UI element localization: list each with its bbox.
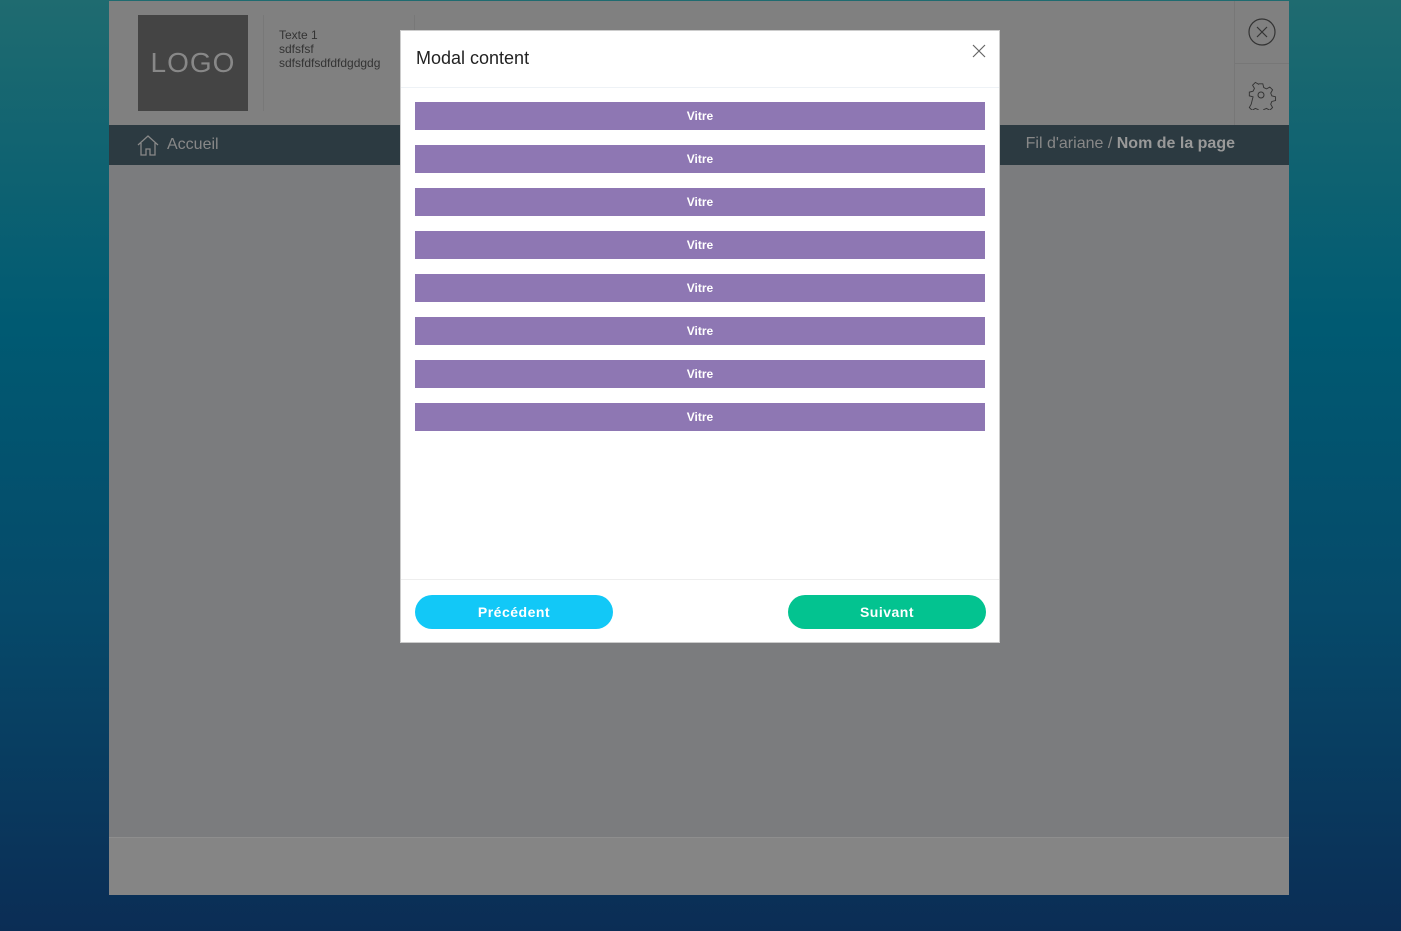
list-item[interactable]: Vitre xyxy=(415,102,985,130)
breadcrumb-link[interactable]: Fil d'ariane xyxy=(1025,135,1104,152)
home-icon xyxy=(137,135,159,156)
list-item[interactable]: Vitre xyxy=(415,231,985,259)
settings-button[interactable] xyxy=(1234,63,1289,125)
header-text-line: sdfsfsf xyxy=(279,42,314,56)
list-item[interactable]: Vitre xyxy=(415,188,985,216)
modal-title: Modal content xyxy=(416,48,530,68)
home-link[interactable]: Accueil xyxy=(137,134,219,156)
list-item[interactable]: Vitre xyxy=(415,360,985,388)
item-list: Vitre Vitre Vitre Vitre Vitre Vitre Vitr… xyxy=(401,88,999,431)
logo: LOGO xyxy=(138,15,248,111)
footer xyxy=(109,837,1289,895)
divider xyxy=(263,15,264,111)
list-item[interactable]: Vitre xyxy=(415,317,985,345)
modal-footer: Précédent Suivant xyxy=(401,579,999,643)
gear-icon xyxy=(1248,81,1277,110)
previous-button[interactable]: Précédent xyxy=(415,595,613,629)
close-circle-icon xyxy=(1248,18,1276,46)
list-item[interactable]: Vitre xyxy=(415,274,985,302)
close-icon[interactable] xyxy=(971,43,987,59)
breadcrumb: Fil d'ariane / Nom de la page xyxy=(1026,135,1235,153)
header-text-line: sdfsfdfsdfdfdgdgdg xyxy=(279,56,381,70)
list-item[interactable]: Vitre xyxy=(415,403,985,431)
modal-header: Modal content xyxy=(401,31,999,88)
breadcrumb-separator: / xyxy=(1107,135,1113,152)
breadcrumb-current: Nom de la page xyxy=(1116,135,1235,152)
home-label: Accueil xyxy=(167,136,219,153)
list-item[interactable]: Vitre xyxy=(415,145,985,173)
next-button[interactable]: Suivant xyxy=(788,595,986,629)
header-text-line: Texte 1 xyxy=(279,28,318,42)
close-app-button[interactable] xyxy=(1234,1,1289,63)
header-text: Texte 1 sdfsfsf sdfsfdfsdfdfdgdgdg xyxy=(279,28,380,70)
modal-dialog: Modal content Vitre Vitre Vitre Vitre Vi… xyxy=(400,30,1000,643)
